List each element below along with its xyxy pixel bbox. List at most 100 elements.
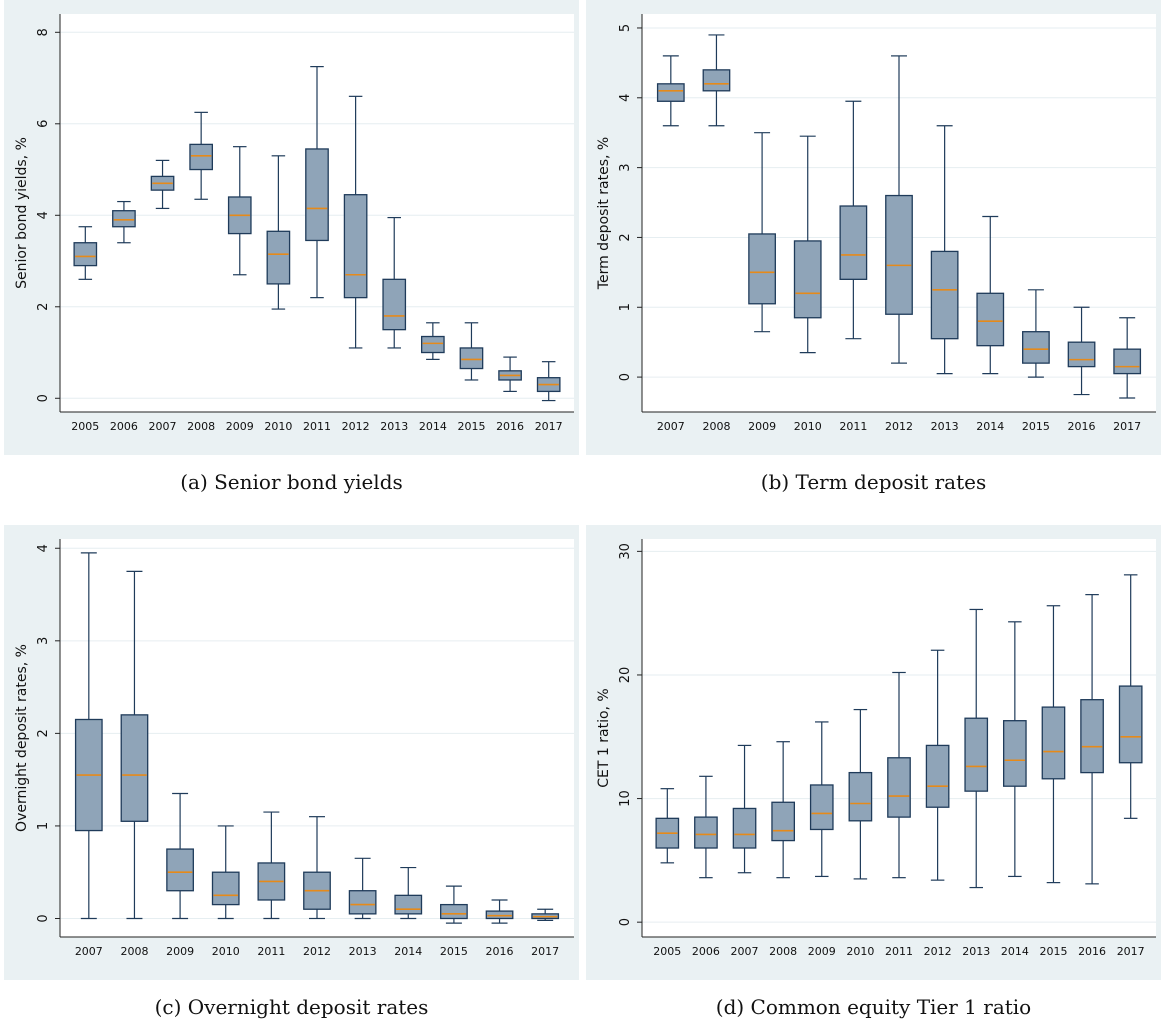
y-tick-label: 3	[618, 163, 633, 171]
chart-panel-d: 0 10 20 30 CET 1 ratio, % 2005 2006 2007 2008 200…	[586, 525, 1161, 980]
x-tick-label: 2009	[808, 945, 836, 958]
box-2009	[809, 721, 834, 878]
x-tick-label: 2016	[486, 945, 514, 958]
iqr-box	[266, 230, 291, 285]
y-tick-label: 3	[36, 637, 51, 645]
chart-d-svg: 0 10 20 30 CET 1 ratio, % 2005 2006 2007 2008 200…	[596, 539, 1156, 958]
iqr-box	[1022, 331, 1050, 364]
x-tick-label: 2010	[794, 420, 822, 433]
x-tick-label: 2015	[1022, 420, 1050, 433]
box-2009	[166, 792, 194, 920]
y-axis-label: Term deposit rates, %	[596, 137, 612, 290]
caption-a: (a) Senior bond yields	[180, 470, 403, 494]
iqr-box	[930, 250, 959, 340]
box-2007	[732, 744, 757, 874]
x-tick-label: 2013	[380, 420, 408, 433]
iqr-box	[702, 69, 731, 92]
chart-c-svg: 0 1 2 3 4 Overnight deposit rates, % 2007 2008 2…	[14, 539, 574, 958]
y-tick-label: 4	[618, 94, 633, 102]
x-tick-label: 2005	[71, 420, 99, 433]
box-2017	[1118, 574, 1143, 819]
x-tick-label: 2015	[1039, 945, 1067, 958]
iqr-box	[656, 83, 685, 102]
iqr-box	[839, 205, 868, 280]
chart-panel-b: 0 1 2 3 4 5 Term deposit rates, % 2007 2008 2009 2…	[586, 0, 1161, 455]
iqr-box	[771, 801, 796, 842]
iqr-box	[166, 848, 194, 892]
x-tick-label: 2009	[748, 420, 776, 433]
iqr-box	[1002, 720, 1027, 787]
iqr-box	[732, 807, 757, 849]
x-tick-label: 2016	[496, 420, 524, 433]
box-2010	[848, 708, 873, 880]
iqr-box	[440, 903, 468, 920]
y-tick-label: 0	[618, 373, 633, 381]
box-2010	[211, 825, 240, 920]
iqr-box	[964, 717, 989, 792]
y-tick-label: 20	[618, 667, 633, 684]
x-tick-label: 2013	[931, 420, 959, 433]
x-tick-label: 2016	[1068, 420, 1096, 433]
box-2008	[189, 111, 214, 200]
y-tick-label: 2	[36, 303, 51, 311]
x-tick-label: 2005	[653, 945, 681, 958]
y-tick-label: 1	[36, 822, 51, 830]
iqr-box	[343, 194, 368, 299]
x-tick-label: 2007	[149, 420, 177, 433]
x-tick-label: 2012	[303, 945, 331, 958]
x-tick-label: 2008	[120, 945, 148, 958]
iqr-box	[112, 210, 136, 228]
y-tick-label: 2	[36, 729, 51, 737]
box-2017	[536, 361, 561, 402]
iqr-box	[885, 194, 913, 315]
x-tick-label: 2012	[342, 420, 370, 433]
box-2014	[394, 866, 423, 920]
box-2016	[1080, 594, 1104, 885]
x-tick-label: 2011	[257, 945, 285, 958]
y-tick-label: 1	[618, 303, 633, 311]
y-tick-label: 6	[36, 120, 51, 128]
box-2011	[887, 671, 911, 879]
y-tick-label: 5	[618, 24, 633, 32]
iqr-box	[1041, 706, 1066, 780]
box-2007	[656, 55, 685, 127]
x-tick-label: 2012	[924, 945, 952, 958]
y-tick-label: 8	[36, 28, 51, 36]
chart-a-svg: 0 2 4 6 8 Senior bond yields, % 2005 2006 2007 20…	[14, 14, 574, 433]
box-2006	[112, 200, 136, 244]
iqr-box	[420, 335, 445, 354]
box-2017	[1113, 317, 1142, 399]
box-2016	[1067, 306, 1096, 396]
x-tick-label: 2007	[75, 945, 103, 958]
box-2010	[793, 135, 822, 354]
box-2013	[382, 216, 407, 349]
x-tick-label: 2006	[692, 945, 720, 958]
x-tick-label: 2010	[264, 420, 292, 433]
chart-panel-c: 0 1 2 3 4 Overnight deposit rates, % 2007 2008 2…	[4, 525, 579, 980]
box-2012	[303, 816, 331, 920]
box-2017	[531, 908, 560, 921]
iqr-box	[809, 784, 834, 831]
iqr-box	[1080, 699, 1104, 774]
iqr-box	[1113, 348, 1142, 375]
iqr-box	[694, 816, 718, 849]
box-2014	[1002, 621, 1027, 878]
iqr-box	[1067, 341, 1096, 368]
x-tick-label: 2012	[885, 420, 913, 433]
x-tick-label: 2011	[885, 945, 913, 958]
iqr-box	[485, 910, 514, 920]
y-tick-label: 0	[618, 918, 633, 926]
x-tick-label: 2009	[226, 420, 254, 433]
iqr-box	[348, 890, 377, 915]
x-tick-label: 2013	[962, 945, 990, 958]
y-axis-label: Overnight deposit rates, %	[14, 644, 30, 832]
iqr-box	[976, 292, 1005, 347]
iqr-box	[887, 757, 911, 818]
y-tick-label: 0	[36, 394, 51, 402]
x-tick-label: 2007	[731, 945, 759, 958]
x-tick-label: 2017	[1117, 945, 1145, 958]
box-2011	[839, 100, 868, 340]
chart-panel-a: 0 2 4 6 8 Senior bond yields, % 2005 2006 2007 20…	[4, 0, 579, 455]
box-2014	[976, 215, 1005, 375]
x-tick-label: 2017	[531, 945, 559, 958]
